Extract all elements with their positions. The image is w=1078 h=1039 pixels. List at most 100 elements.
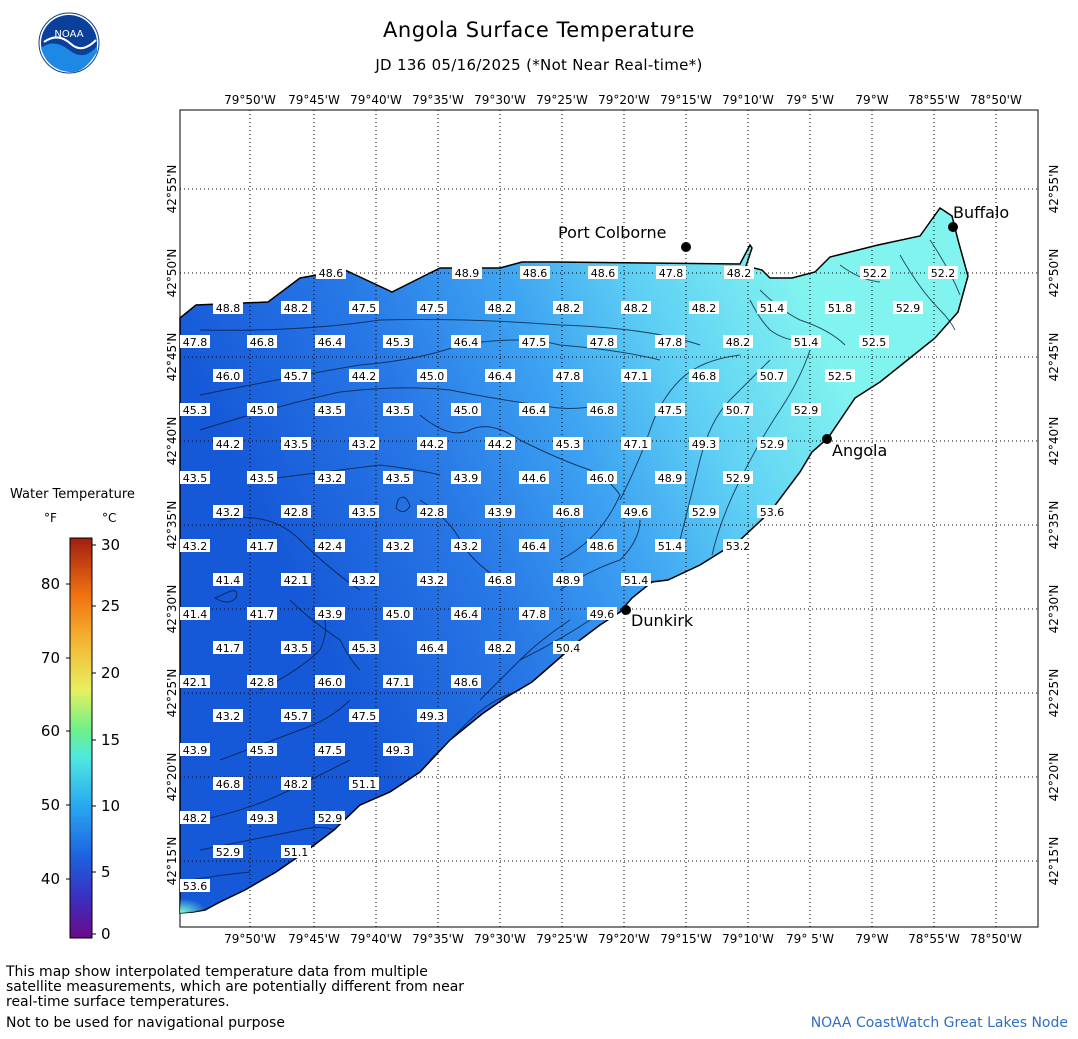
temperature-label: 46.4 — [451, 335, 481, 349]
temperature-value: 41.7 — [216, 642, 241, 655]
temperature-value: 46.8 — [250, 336, 275, 349]
temperature-label: 47.8 — [587, 335, 617, 349]
city-dot-icon — [621, 605, 631, 615]
city-dot-icon — [822, 434, 832, 444]
city-marker: Dunkirk — [621, 605, 694, 630]
temperature-value: 49.3 — [692, 438, 717, 451]
temperature-value: 51.8 — [828, 302, 853, 315]
temperature-label: 53.6 — [757, 505, 787, 519]
temperature-label: 45.0 — [451, 403, 481, 417]
latitude-label: 42°45'N — [165, 333, 179, 382]
temperature-value: 43.2 — [420, 574, 445, 587]
temperature-label: 46.4 — [485, 369, 515, 383]
temperature-label: 45.3 — [553, 437, 583, 451]
temperature-label: 45.3 — [349, 641, 379, 655]
temperature-value: 41.4 — [183, 608, 208, 621]
temperature-value: 42.4 — [318, 540, 343, 553]
temperature-label: 48.6 — [316, 266, 346, 280]
city-name: Buffalo — [953, 203, 1009, 222]
temperature-label: 45.0 — [383, 607, 413, 621]
temperature-label: 48.6 — [587, 539, 617, 553]
longitude-label: 78°50'W — [970, 93, 1022, 107]
legend-celsius-unit: °C — [102, 511, 117, 525]
temperature-label: 49.6 — [621, 505, 651, 519]
temperature-label: 43.9 — [315, 607, 345, 621]
navigation-warning: Not to be used for navigational purpose — [6, 1015, 285, 1031]
temperature-label: 46.8 — [553, 505, 583, 519]
temperature-label: 43.5 — [180, 471, 210, 485]
temperature-value: 48.2 — [183, 812, 208, 825]
temperature-value: 48.6 — [590, 540, 615, 553]
city-marker: Buffalo — [948, 203, 1009, 232]
temperature-value: 48.6 — [319, 267, 344, 280]
temperature-value: 48.8 — [216, 302, 241, 315]
temperature-label: 49.3 — [689, 437, 719, 451]
legend-colorbar — [69, 537, 93, 939]
temperature-value: 49.6 — [590, 608, 615, 621]
temperature-label: 43.2 — [213, 505, 243, 519]
temperature-label: 42.1 — [180, 675, 210, 689]
city-marker: Angola — [822, 434, 887, 460]
legend-fahrenheit-tick: 60 — [41, 722, 60, 740]
temperature-label: 49.3 — [417, 709, 447, 723]
temperature-label: 41.7 — [213, 641, 243, 655]
temperature-label: 44.2 — [485, 437, 515, 451]
temperature-value: 46.8 — [556, 506, 581, 519]
temperature-label: 51.8 — [825, 301, 855, 315]
temperature-label: 46.8 — [587, 403, 617, 417]
longitude-label: 79°40'W — [350, 93, 402, 107]
longitude-label: 79°W — [855, 932, 888, 946]
temperature-value: 48.2 — [624, 302, 649, 315]
temperature-label: 47.1 — [621, 437, 651, 451]
temperature-label: 43.5 — [383, 471, 413, 485]
latitude-label: 42°15'N — [1047, 837, 1061, 886]
temperature-value: 52.9 — [726, 472, 751, 485]
temperature-value: 46.4 — [488, 370, 513, 383]
temperature-value: 45.3 — [183, 404, 208, 417]
temperature-label: 48.6 — [588, 266, 618, 280]
map-title: Angola Surface Temperature — [383, 18, 695, 42]
temperature-value: 47.5 — [658, 404, 683, 417]
temperature-value: 52.9 — [896, 302, 921, 315]
temperature-label: 51.1 — [349, 777, 379, 791]
temperature-label: 42.8 — [417, 505, 447, 519]
temperature-label: 44.2 — [417, 437, 447, 451]
temperature-label: 52.9 — [723, 471, 753, 485]
temperature-value: 49.3 — [420, 710, 445, 723]
legend-title: Water Temperature — [10, 487, 135, 502]
temperature-value: 48.2 — [284, 778, 309, 791]
temperature-label: 47.5 — [655, 403, 685, 417]
temperature-value: 43.9 — [183, 744, 208, 757]
temperature-value: 48.9 — [658, 472, 683, 485]
temperature-label: 52.9 — [893, 301, 923, 315]
temperature-label: 47.5 — [349, 709, 379, 723]
temperature-value: 46.4 — [522, 404, 547, 417]
temperature-label: 41.4 — [180, 607, 210, 621]
temperature-label: 42.8 — [247, 675, 277, 689]
temperature-label: 48.2 — [281, 301, 311, 315]
temperature-value: 44.2 — [352, 370, 377, 383]
temperature-label: 48.9 — [655, 471, 685, 485]
temperature-label: 43.5 — [383, 403, 413, 417]
temperature-label: 52.9 — [791, 403, 821, 417]
temperature-label: 47.1 — [621, 369, 651, 383]
temperature-value: 47.1 — [386, 676, 411, 689]
temperature-label: 42.4 — [315, 539, 345, 553]
temperature-value: 45.0 — [420, 370, 445, 383]
temperature-label: 47.5 — [349, 301, 379, 315]
temperature-label: 51.1 — [281, 845, 311, 859]
temperature-label: 43.9 — [180, 743, 210, 757]
temperature-value: 48.6 — [591, 267, 616, 280]
temperature-value: 43.2 — [318, 472, 343, 485]
temperature-value: 43.5 — [284, 438, 309, 451]
temperature-value: 46.4 — [454, 336, 479, 349]
temperature-value: 43.2 — [183, 540, 208, 553]
temperature-value: 48.2 — [284, 302, 309, 315]
longitude-label: 79°20'W — [598, 93, 650, 107]
temperature-value: 45.0 — [250, 404, 275, 417]
temperature-value: 47.1 — [624, 438, 649, 451]
temperature-value: 46.0 — [216, 370, 241, 383]
temperature-value: 46.4 — [522, 540, 547, 553]
temperature-value: 47.8 — [590, 336, 615, 349]
